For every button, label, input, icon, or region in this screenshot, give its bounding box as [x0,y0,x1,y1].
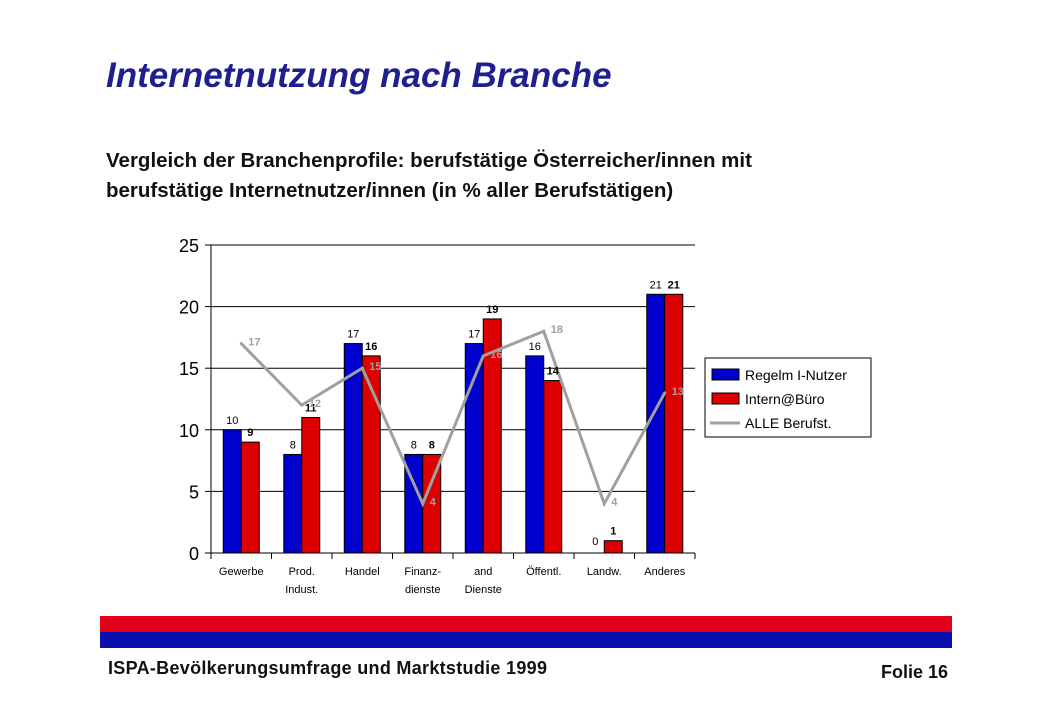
line-point-4 [481,354,485,358]
line-point-1 [300,403,304,407]
x-tick-label: dienste [405,584,440,596]
line-value-label: 4 [430,497,437,509]
bar-intern-0 [240,441,260,554]
bar-regelm-0 [222,429,242,554]
bar-value-label: 17 [468,329,480,341]
bar-value-label: 8 [429,439,435,451]
line-point-3 [421,502,425,506]
line-value-label: 16 [490,349,502,361]
line-value-label: 17 [248,337,260,349]
bar-intern-4 [482,318,502,554]
x-tick-label: Prod. [289,566,315,578]
bar-value-label: 9 [247,427,253,439]
line-value-label: 4 [611,497,618,509]
bar-value-label: 8 [411,439,417,451]
x-tick-label: and [474,566,492,578]
x-tick-label: Landw. [587,566,622,578]
legend-label-2: ALLE Berufst. [745,415,831,431]
bar-value-label: 21 [650,279,662,291]
chart-legend: Regelm I-Nutzer Intern@Büro ALLE Berufst. [704,357,872,438]
bar-value-label: 1 [610,526,616,538]
bar-value-label: 11 [305,402,317,414]
footer-band-red [100,616,952,632]
line-point-6 [602,502,606,506]
slide-subtitle: Vergleich der Branchenprofile: berufstät… [106,146,986,206]
x-tick-label: Handel [345,566,380,578]
bar-value-label: 10 [226,415,238,427]
bar-value-label: 21 [668,279,680,291]
line-value-label: 15 [369,361,381,373]
bar-intern-5 [543,380,563,554]
x-tick-label: Finanz- [404,566,441,578]
y-tick-label: 10 [179,421,199,441]
y-tick-label: 15 [179,359,199,379]
y-tick-label: 0 [189,544,199,564]
x-tick-label: Dienste [465,584,502,596]
x-tick-label: Indust. [285,584,318,596]
x-tick-label: Gewerbe [219,566,264,578]
bar-value-label: 19 [486,304,498,316]
legend-label-1: Intern@Büro [745,391,825,407]
x-tick-label: Anderes [644,566,685,578]
y-tick-label: 25 [179,236,199,256]
slide-title: Internetnutzung nach Branche [106,56,612,95]
legend-label-0: Regelm I-Nutzer [745,367,847,383]
bar-value-label: 17 [347,329,359,341]
bar-intern-1 [301,416,321,554]
bar-regelm-1 [283,453,303,554]
line-value-label: 12 [309,398,321,410]
line-alle-berufst [240,329,667,508]
slide-number: Folie 16 [880,662,948,682]
bar-value-label: 8 [290,439,296,451]
bar-value-label: 16 [529,341,541,353]
bar-value-label: 16 [365,341,377,353]
bar-intern-2 [361,355,381,554]
footer-band-blue [100,632,952,648]
line-point-0 [239,342,243,346]
x-tick-label: Öffentl. [526,566,561,578]
legend-swatch-1 [711,392,740,405]
line-value-label: 13 [672,386,684,398]
y-tick-label: 5 [189,482,199,502]
bar-value-label: 0 [592,536,598,548]
subtitle-line-2: berufstätige Internetnutzer/innen (in % … [106,179,674,202]
bar-intern-6 [603,540,623,554]
footer-source: ISPA-Bevölkerungsumfrage und Marktstudie… [108,658,548,678]
bar-regelm-5 [525,355,545,554]
y-tick-label: 20 [179,298,199,318]
legend-swatch-0 [711,368,740,381]
line-point-7 [663,391,667,395]
line-point-2 [360,366,364,370]
bar-intern-7 [664,293,684,554]
chart-line-series [239,329,667,508]
subtitle-line-1: Vergleich der Branchenprofile: berufstät… [106,149,752,172]
line-value-label: 18 [551,324,563,336]
chart-data-labels: 10 8 17 8 17 16 0 21 9 11 16 8 19 14 1 21 17 12 15 4 16 18 4 13 [226,279,684,548]
line-point-5 [542,329,546,333]
chart-bars [222,293,684,554]
bar-value-label: 14 [547,366,560,378]
